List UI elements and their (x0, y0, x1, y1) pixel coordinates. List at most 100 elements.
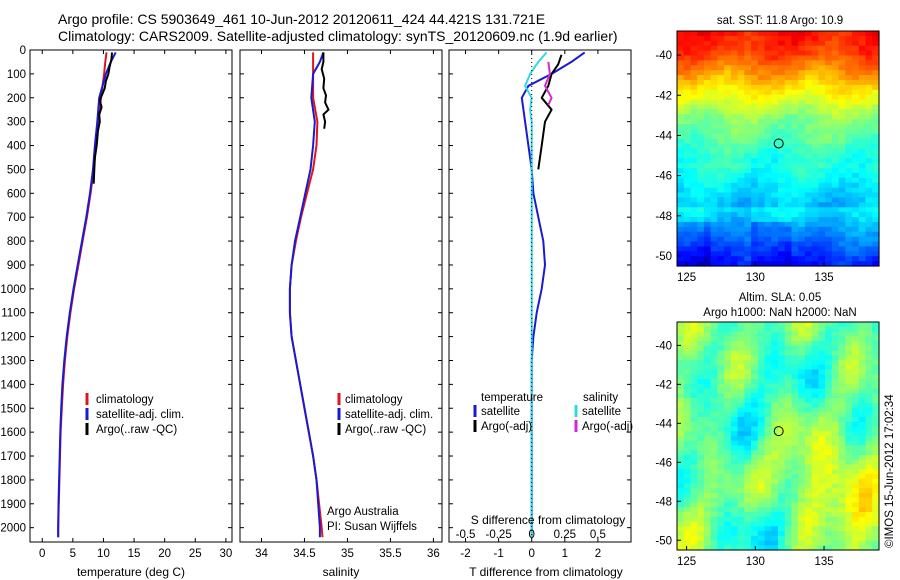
difference-x-axis: -2 -1 0 1 2 -0.5 -0.25 0 0.25 0.5 (456, 50, 606, 560)
x-tick-label: 0 (39, 548, 45, 560)
map-y-tick-label: -50 (655, 251, 672, 263)
depth-tick-label: 1300 (0, 355, 26, 367)
series-line (524, 51, 548, 538)
x-tick-label: 10 (97, 548, 110, 560)
depth-tick-label: 1900 (0, 499, 26, 511)
x-tick-label: 35.5 (379, 548, 401, 560)
x-tick-label: 2 (595, 548, 601, 560)
legend-label-climatology: climatology (96, 394, 154, 406)
series-line (57, 51, 117, 538)
s-tick-label: 0.5 (590, 529, 606, 541)
temperature-legend: climatology satellite-adj. clim. Argo(..… (85, 393, 184, 436)
temperature-panel-frame (29, 49, 233, 543)
imos-timestamp: ©IMOS 15-Jun-2012 17:02:34 (884, 394, 896, 548)
s-tick-label: -0.25 (486, 529, 512, 541)
depth-tick-label: 1000 (0, 284, 26, 296)
legend-label-t-argo: Argo(-adj) (481, 421, 532, 433)
legend-label-argo: Argo(..raw -QC) (96, 424, 177, 436)
x-tick-label: -1 (494, 548, 504, 560)
x-tick-label: 1 (562, 548, 568, 560)
difference-x-label: T difference from climatology (469, 565, 623, 579)
sst-map (676, 30, 880, 267)
x-tick-label: -2 (460, 548, 470, 560)
x-tick-label: 20 (158, 548, 171, 560)
map-y-tick-label: -40 (655, 340, 672, 352)
depth-tick-label: 600 (7, 188, 26, 200)
title-line-2: Climatology: CARS2009. Satellite-adjuste… (58, 28, 618, 44)
x-tick-label: 25 (189, 548, 202, 560)
difference-plot (520, 50, 586, 542)
argo-position-marker (773, 138, 784, 149)
depth-tick-label: 1700 (0, 451, 26, 463)
depth-tick-label: 400 (7, 141, 26, 153)
x-tick-label: 35 (341, 548, 354, 560)
series-line (544, 61, 553, 106)
map-x-tick-label: 135 (814, 556, 833, 568)
map-y-tick-label: -44 (655, 130, 672, 142)
map-y-tick-label: -48 (655, 211, 672, 223)
depth-tick-label: 200 (7, 93, 26, 105)
map-y-tick-label: -46 (655, 457, 672, 469)
s-tick-label: 0 (529, 529, 535, 541)
salinity-plot (288, 52, 330, 538)
map-x-tick-label: 125 (677, 272, 696, 284)
depth-tick-label: 700 (7, 212, 26, 224)
salinity-x-axis: 34 34.5 35 35.5 36 (255, 50, 440, 560)
x-tick-label: 34.5 (293, 548, 315, 560)
legend-label-satellite: satellite-adj. clim. (96, 409, 184, 421)
legend-label-s-satellite: satellite (582, 406, 621, 418)
legend-header-temperature: temperature (481, 392, 543, 404)
x-tick-label: 30 (219, 548, 232, 560)
depth-tick-label: 1100 (1, 308, 26, 320)
series-line (520, 51, 586, 538)
depth-tick-label: 800 (7, 236, 26, 248)
map-y-tick-label: -48 (655, 496, 672, 508)
x-tick-label: 15 (128, 548, 141, 560)
map-x-tick-label: 130 (746, 556, 765, 568)
map-y-tick-label: -50 (655, 535, 672, 547)
map-y-tick-label: -40 (655, 50, 672, 62)
salinity-x-label: salinity (323, 565, 360, 579)
x-tick-label: 0 (529, 548, 535, 560)
map-x-tick-label: 125 (677, 556, 696, 568)
temperature-x-label: temperature (deg C) (77, 565, 185, 579)
series-line (320, 52, 330, 129)
legend-label-satellite: satellite-adj. clim. (345, 409, 433, 421)
title-line-1: Argo profile: CS 5903649_461 10-Jun-2012… (58, 11, 545, 27)
map-y-tick-label: -46 (655, 171, 672, 183)
x-tick-label: 34 (255, 548, 268, 560)
legend-label-climatology: climatology (345, 394, 403, 406)
sla-map-axes: 125 130 135 -40 -42 -44 -46 -48 -50 (655, 340, 833, 568)
s-tick-label: 0.25 (554, 529, 576, 541)
series-line (92, 52, 113, 184)
salinity-legend: climatology satellite-adj. clim. Argo(..… (337, 393, 433, 436)
legend-label-argo: Argo(..raw -QC) (345, 424, 426, 436)
depth-tick-label: 500 (7, 164, 26, 176)
map-y-tick-label: -42 (655, 379, 672, 391)
s-difference-label: S difference from climatology (471, 513, 626, 527)
sla-map (676, 321, 880, 551)
depth-tick-label: 2000 (0, 523, 26, 535)
s-tick-label: -0.5 (456, 529, 476, 541)
map-y-tick-label: -42 (655, 90, 672, 102)
depth-tick-label: 100 (7, 69, 26, 81)
sla-map-subtitle: Argo h1000: NaN h2000: NaN (703, 307, 856, 319)
depth-tick-label: 1400 (0, 379, 26, 391)
legend-label-s-argo: Argo(-adj) (582, 421, 633, 433)
x-tick-label: 36 (427, 548, 440, 560)
depth-tick-label: 900 (7, 260, 26, 272)
depth-tick-label: 1200 (0, 332, 26, 344)
temperature-x-axis: 0 5 10 15 20 25 30 (39, 50, 232, 560)
sst-map-title: sat. SST: 11.8 Argo: 10.9 (717, 15, 843, 27)
map-y-tick-label: -44 (655, 418, 672, 430)
series-line (537, 54, 563, 170)
legend-header-salinity: salinity (583, 392, 618, 404)
pi-label: PI: Susan Wijffels (327, 521, 417, 533)
map-x-tick-label: 130 (746, 272, 765, 284)
map-x-tick-label: 135 (814, 272, 833, 284)
x-tick-label: 5 (70, 548, 76, 560)
depth-tick-label: 1800 (0, 475, 26, 487)
depth-tick-label: 1600 (0, 427, 26, 439)
depth-tick-label: 1500 (0, 403, 26, 415)
